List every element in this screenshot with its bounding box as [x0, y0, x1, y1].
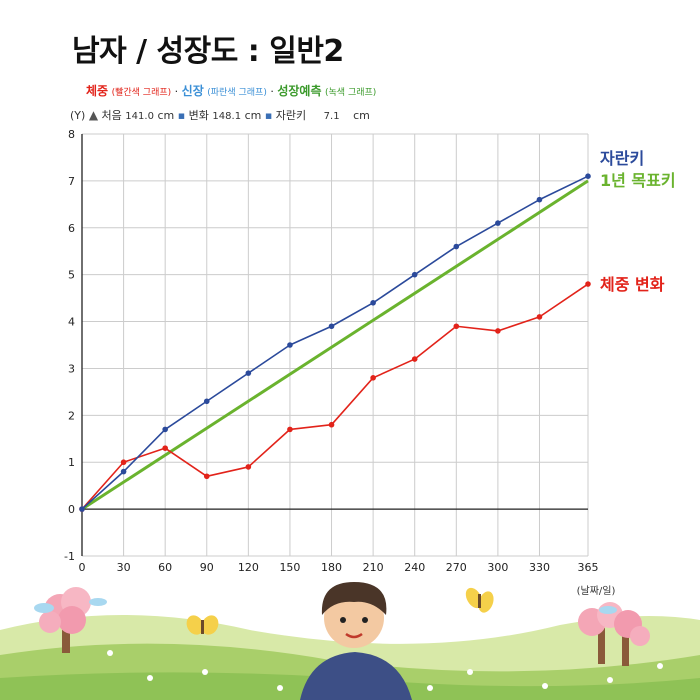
legend-prediction: 성장예측: [277, 84, 322, 98]
series-line-weight: [81, 283, 589, 510]
series-label-height: 자란키: [600, 149, 644, 168]
x-tick-label: 270: [446, 561, 467, 574]
y-tick-label: 3: [68, 362, 75, 375]
x-tick-label: 120: [238, 561, 259, 574]
x-tick-label: 300: [487, 561, 508, 574]
series-label-target: 1년 목표키: [600, 171, 676, 190]
series-label-weight: 체중 변화: [600, 275, 665, 294]
data-point-weight: [453, 323, 460, 330]
data-point-weight: [495, 328, 501, 334]
data-point-weight: [203, 473, 210, 480]
x-tick-label: 240: [404, 561, 425, 574]
data-point-weight: [411, 356, 418, 362]
series-line-target: [81, 179, 589, 511]
y-tick-label: 2: [68, 409, 75, 422]
x-tick-label: 150: [279, 561, 300, 574]
change-label: 변화: [188, 109, 209, 122]
x-tick-label: 210: [363, 561, 384, 574]
y-tick-label: 8: [68, 128, 75, 141]
data-point-height: [79, 506, 85, 512]
flowers-icon: [107, 650, 663, 691]
decorative-scene: [0, 582, 700, 700]
data-point-weight: [162, 445, 168, 451]
data-point-weight: [287, 426, 293, 433]
bullet-icon: ▪: [177, 109, 186, 122]
x-tick-label: 330: [529, 561, 550, 574]
y-unit-label: (Y): [70, 109, 86, 122]
x-tick-label: 60: [158, 561, 172, 574]
data-point-height: [120, 468, 127, 475]
x-tick-label: 180: [321, 561, 342, 574]
tree-right-icon: [578, 602, 650, 666]
tree-left-icon: [39, 587, 91, 653]
legend-weight-note: (빨간색 그래프): [111, 88, 172, 98]
growth-label: 자란키: [275, 109, 307, 122]
data-point-weight: [585, 281, 591, 287]
butterfly-right-icon: [465, 587, 494, 613]
legend-separator: ·: [270, 85, 274, 98]
growth-value: 7.1: [323, 111, 340, 122]
growth-unit: cm: [353, 109, 370, 122]
data-point-weight: [328, 421, 335, 428]
data-point-height: [453, 243, 460, 250]
y-tick-label: 0: [68, 503, 75, 516]
info-row: (Y) ▲ 처음 141.0 cm ▪ 변화 148.1 cm ▪ 자란키 7.…: [70, 107, 370, 123]
x-tick-label: 0: [79, 561, 86, 574]
x-tick-label: 90: [200, 561, 214, 574]
y-tick-label: 1: [68, 456, 75, 469]
cloud-icon: [34, 598, 617, 614]
data-point-height: [370, 300, 376, 306]
first-label: 처음: [101, 109, 122, 122]
data-point-height: [287, 342, 293, 348]
data-point-height: [162, 426, 168, 433]
butterfly-left-icon: [186, 615, 219, 635]
legend-separator: ·: [174, 85, 179, 98]
data-point-height: [411, 271, 418, 278]
legend-height-note: (파란색 그래프): [207, 88, 267, 98]
data-point-weight: [370, 375, 376, 381]
y-tick-label: 5: [68, 269, 75, 282]
legend-weight: 체중: [86, 84, 109, 98]
data-point-height: [585, 173, 591, 179]
up-arrow-icon: ▲: [88, 108, 99, 122]
x-axis-label: (날짜/일): [577, 585, 616, 597]
change-value: 148.1: [212, 111, 242, 122]
legend-prediction-note: (녹색 그래프): [325, 88, 377, 98]
y-tick-label: 7: [68, 175, 75, 188]
x-tick-label: 30: [117, 561, 131, 574]
data-point-height: [203, 398, 210, 405]
legend-row: 체중 (빨간색 그래프) · 신장 (파란색 그래프) · 성장예측 (녹색 그…: [86, 82, 376, 99]
change-unit: cm: [244, 109, 262, 122]
chart-title: 남자 / 성장도 : 일반2: [72, 34, 344, 69]
data-point-weight: [120, 459, 127, 466]
first-value: 141.0: [125, 111, 154, 122]
boy-character-icon: [300, 582, 412, 700]
data-point-height: [245, 370, 252, 376]
data-point-height: [495, 220, 501, 226]
y-tick-label: 4: [68, 316, 75, 329]
data-point-weight: [245, 464, 252, 470]
legend-height: 신장: [181, 84, 204, 98]
data-point-height: [536, 196, 543, 203]
data-point-height: [328, 323, 335, 330]
x-tick-label: 365: [578, 561, 599, 574]
y-tick-label: -1: [64, 550, 75, 563]
bullet-icon: ▪: [264, 109, 273, 122]
y-tick-label: 6: [68, 222, 75, 235]
data-point-weight: [536, 314, 543, 320]
first-unit: cm: [157, 109, 175, 122]
